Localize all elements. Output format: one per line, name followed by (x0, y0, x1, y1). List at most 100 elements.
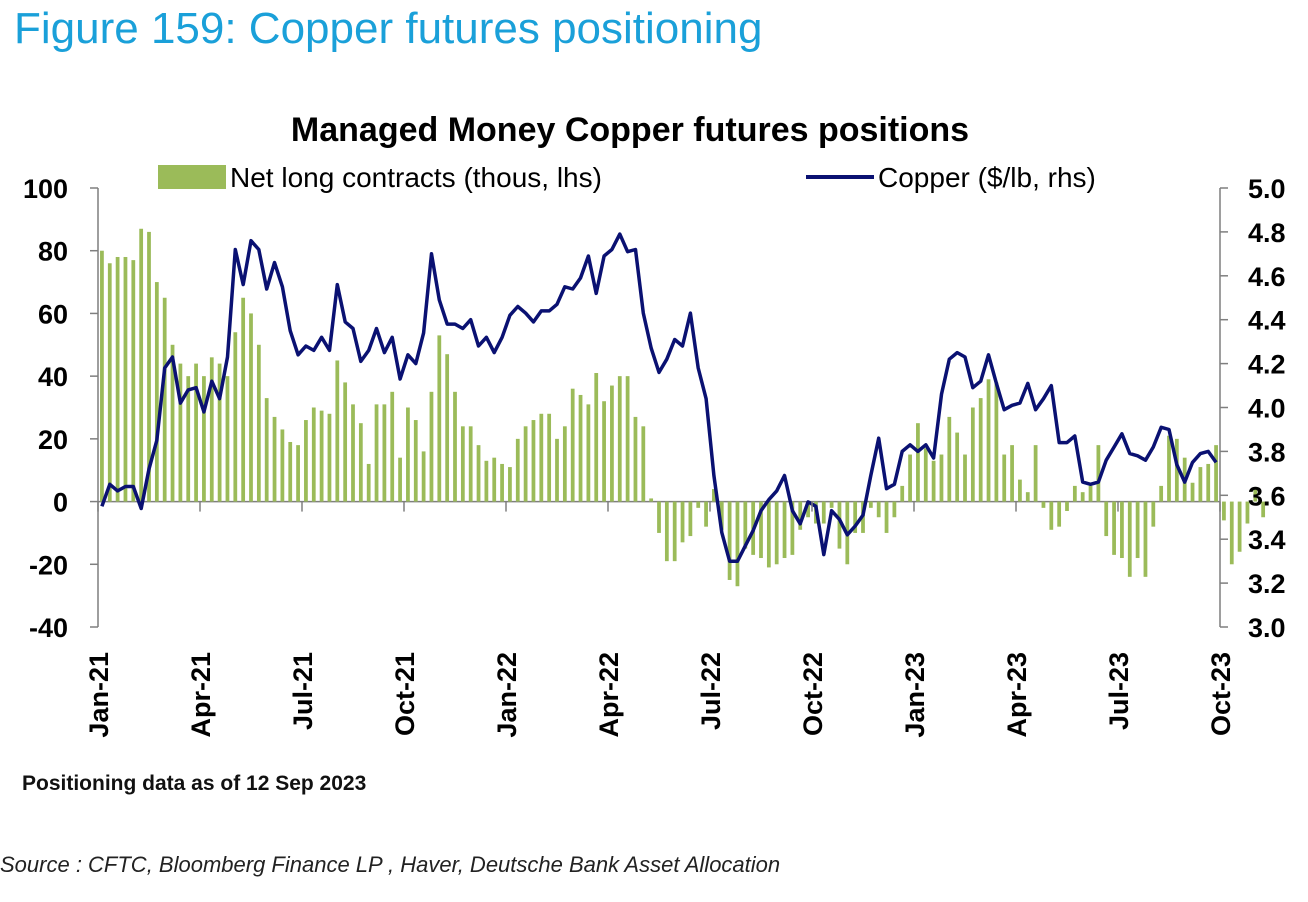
bar (719, 501, 724, 530)
bar (280, 429, 285, 502)
right-tick-label: 4.4 (1248, 306, 1286, 336)
source-note: Source : CFTC, Bloomberg Finance LP , Ha… (0, 852, 781, 877)
x-tick-label: Jul-22 (696, 652, 726, 730)
bar (202, 376, 206, 502)
bar (1159, 485, 1164, 502)
legend-line-label: Copper ($/lb, rhs) (878, 162, 1096, 193)
x-tick-label: Oct-23 (1206, 652, 1236, 736)
bar (358, 423, 363, 502)
bar (696, 501, 701, 508)
bar (1214, 445, 1218, 502)
bar (515, 438, 520, 502)
bar (963, 454, 967, 502)
bar (570, 388, 575, 502)
bar (586, 404, 591, 502)
bar (484, 460, 489, 502)
bar (170, 344, 175, 502)
bar (460, 426, 465, 502)
bar (366, 463, 371, 502)
right-axis-ticks: 5.0 4.8 4.6 4.4 4.2 4.0 3.8 3.6 3.4 3.2 3.0 (1220, 174, 1286, 643)
bar (970, 407, 975, 502)
bar (688, 501, 693, 537)
left-tick-label: 0 (53, 488, 68, 518)
bar (241, 297, 246, 502)
bar (1237, 501, 1242, 552)
bar (986, 379, 991, 502)
bar (256, 344, 261, 502)
bar (602, 401, 606, 502)
bar (225, 376, 230, 502)
bar (892, 501, 897, 518)
legend-bar-swatch (158, 165, 226, 189)
bar (162, 297, 167, 502)
bar (955, 432, 960, 502)
bar (445, 354, 450, 502)
bar (154, 282, 159, 502)
bar (1088, 485, 1093, 502)
bar (821, 501, 826, 524)
bar (508, 467, 512, 502)
bar (1080, 492, 1085, 502)
bar (908, 454, 912, 502)
bar (1041, 501, 1046, 508)
right-tick-label: 5.0 (1248, 174, 1286, 204)
bar (664, 501, 669, 562)
bar (139, 228, 144, 502)
left-tick-label: -20 (29, 550, 68, 580)
bar (923, 448, 928, 502)
bar (1135, 501, 1140, 559)
bar (680, 501, 685, 543)
bar (296, 445, 300, 502)
footnote: Positioning data as of 12 Sep 2023 (22, 772, 367, 795)
bar (798, 501, 803, 530)
bar (806, 501, 810, 518)
chart: Managed Money Copper futures positions N… (23, 111, 1286, 738)
left-tick-label: 40 (38, 362, 68, 392)
bar (343, 382, 348, 502)
bar (766, 501, 771, 568)
bar (264, 398, 269, 502)
bar (704, 501, 708, 527)
bar (1018, 479, 1022, 502)
bar (1065, 501, 1069, 511)
x-tick-label: Apr-22 (594, 652, 624, 738)
bar (1206, 463, 1211, 502)
right-tick-label: 3.2 (1248, 569, 1286, 599)
bar (562, 426, 567, 502)
legend-bar-label: Net long contracts (thous, lhs) (230, 162, 602, 193)
bar (1190, 482, 1195, 502)
bar (272, 416, 277, 502)
bar (233, 332, 238, 502)
bar (782, 501, 787, 559)
right-tick-label: 4.2 (1248, 350, 1286, 380)
bar (382, 404, 387, 502)
bar (978, 398, 983, 502)
bar (1245, 501, 1250, 524)
bar (1112, 501, 1116, 555)
bar (649, 498, 654, 502)
bar (539, 413, 544, 502)
x-tick-label: Jul-21 (288, 652, 318, 730)
bar (209, 357, 214, 502)
left-tick-label: 100 (23, 174, 68, 204)
bar (727, 501, 732, 580)
bar (311, 407, 316, 502)
copper-price-line (100, 232, 1218, 563)
bar (374, 404, 379, 502)
bar (390, 391, 395, 502)
bar (100, 250, 104, 502)
bar (555, 438, 559, 502)
x-tick-label: Jan-21 (84, 652, 114, 738)
x-tick-label: Oct-21 (390, 652, 420, 736)
bar (625, 376, 630, 502)
bar (398, 457, 402, 502)
bar (123, 256, 128, 502)
bar (178, 363, 183, 502)
bar (249, 313, 253, 502)
bar (304, 420, 308, 502)
bar (994, 382, 999, 502)
right-tick-label: 4.8 (1248, 218, 1286, 248)
bar (1010, 445, 1014, 502)
chart-title: Managed Money Copper futures positions (291, 111, 969, 149)
bar (633, 416, 638, 502)
